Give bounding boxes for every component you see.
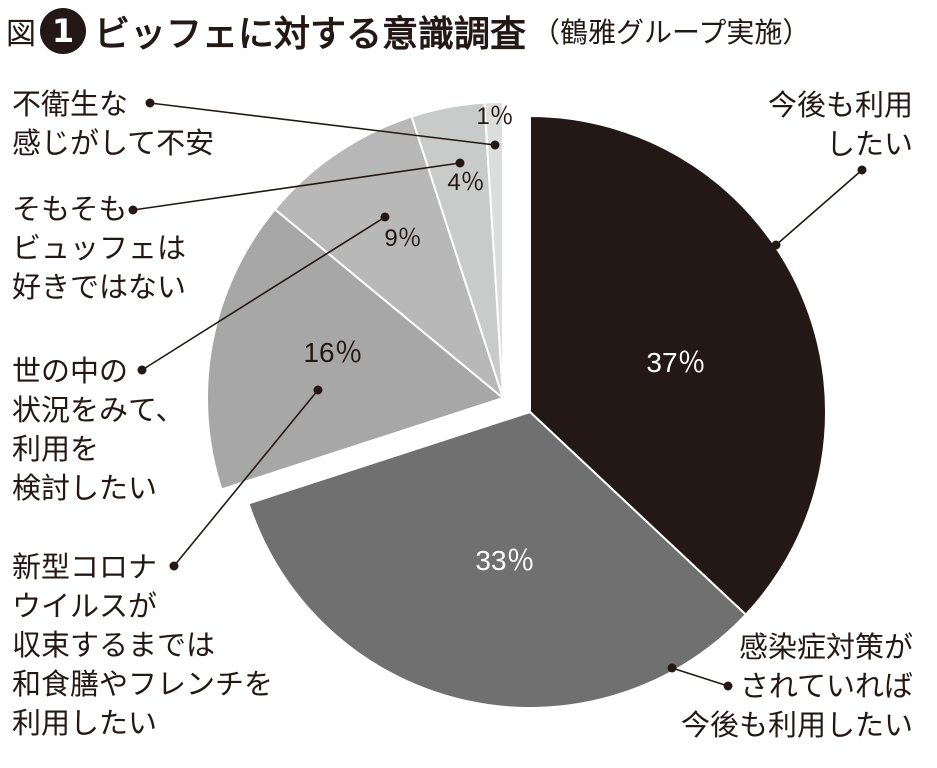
leader-line-wait-and-see xyxy=(141,216,386,371)
figure-number-badge: 1 xyxy=(40,8,86,54)
category-label-line: 利用を xyxy=(12,432,100,466)
leader-dot-wait-and-see-inner xyxy=(380,212,390,222)
chart-title: ビッフェに対する意識調査 xyxy=(94,14,527,55)
leader-dot-unhygienic-outer xyxy=(145,98,155,108)
value-label-keep-using: 37％ xyxy=(646,347,705,378)
leader-dot-dislike-inner xyxy=(455,158,465,168)
category-label-line: 感じがして不安 xyxy=(12,126,215,160)
leader-line-if-measures xyxy=(671,667,729,687)
category-label-line: 感染症対策が xyxy=(738,630,913,664)
category-label-line: したい xyxy=(825,127,913,161)
value-label-wait-and-see: 9％ xyxy=(384,225,421,252)
category-label-line: 世の中の xyxy=(12,354,129,388)
leader-dot-keep-using-inner xyxy=(771,240,781,250)
category-label-line: 今後も利用したい xyxy=(680,708,913,742)
figure-prefix: 図 xyxy=(6,17,36,52)
leader-line-dislike xyxy=(132,162,461,211)
pie-slice-keep-using xyxy=(529,114,827,617)
category-label-line: されていれば xyxy=(739,669,913,703)
leader-dot-after-covid-inner xyxy=(313,385,323,395)
leader-line-unhygienic xyxy=(149,102,496,146)
value-label-unhygienic: 1％ xyxy=(476,103,513,130)
leader-line-after-covid xyxy=(173,389,319,567)
category-label-line: 不衛生な xyxy=(12,87,129,121)
category-label-line: そもそも xyxy=(12,192,128,226)
pie-slice-if-measures xyxy=(247,410,748,709)
value-label-dislike: 4％ xyxy=(447,169,484,196)
leader-dot-if-measures-inner xyxy=(667,663,677,673)
leader-dot-after-covid-outer xyxy=(169,561,179,571)
pie-slice-unhygienic xyxy=(483,100,504,399)
chart-source: （鶴雅グループ実施） xyxy=(532,16,811,49)
category-label-line: 収束するまでは xyxy=(12,628,216,662)
category-label-unhygienic: 不衛生な感じがして不安 xyxy=(12,85,214,163)
category-label-if-measures: 感染症対策が されていれば今後も利用したい xyxy=(681,628,913,745)
leader-dot-dislike-outer xyxy=(128,205,138,215)
value-label-after-covid: 16％ xyxy=(303,337,362,368)
value-label-if-measures: 33％ xyxy=(475,545,534,576)
leader-dot-wait-and-see-outer xyxy=(137,365,147,375)
category-label-line: ビュッフェは xyxy=(12,231,187,265)
leader-dot-unhygienic-inner xyxy=(490,140,500,150)
leader-dot-keep-using-outer xyxy=(857,165,867,175)
category-label-line: 和食膳やフレンチを xyxy=(12,667,274,701)
category-label-line: 新型コロナ xyxy=(12,550,158,584)
category-label-line: 利用したい xyxy=(12,706,158,740)
leader-dot-if-measures-outer xyxy=(723,681,733,691)
chart-header: 図 1 ビッフェに対する意識調査 （鶴雅グループ実施） xyxy=(6,4,810,58)
category-label-line: 好きではない xyxy=(12,270,187,304)
category-label-line: 検討したい xyxy=(12,471,158,505)
category-label-dislike: そもそもビュッフェは 好きではない xyxy=(12,190,186,307)
category-label-line: 今後も利用 xyxy=(767,88,913,122)
pie-slice-wait-and-see xyxy=(273,115,506,401)
category-label-line: ウイルスが xyxy=(12,589,158,623)
pie-slice-after-covid xyxy=(206,207,506,491)
category-label-wait-and-see: 世の中の状況をみて、 利用を検討したい xyxy=(12,352,185,508)
category-label-after-covid: 新型コロナウイルスが収束するまでは和食膳やフレンチを 利用したい xyxy=(12,548,273,743)
leader-line-keep-using xyxy=(775,169,863,246)
category-label-line: 状況をみて、 xyxy=(12,393,185,427)
category-label-keep-using: 今後も利用したい xyxy=(768,86,913,164)
